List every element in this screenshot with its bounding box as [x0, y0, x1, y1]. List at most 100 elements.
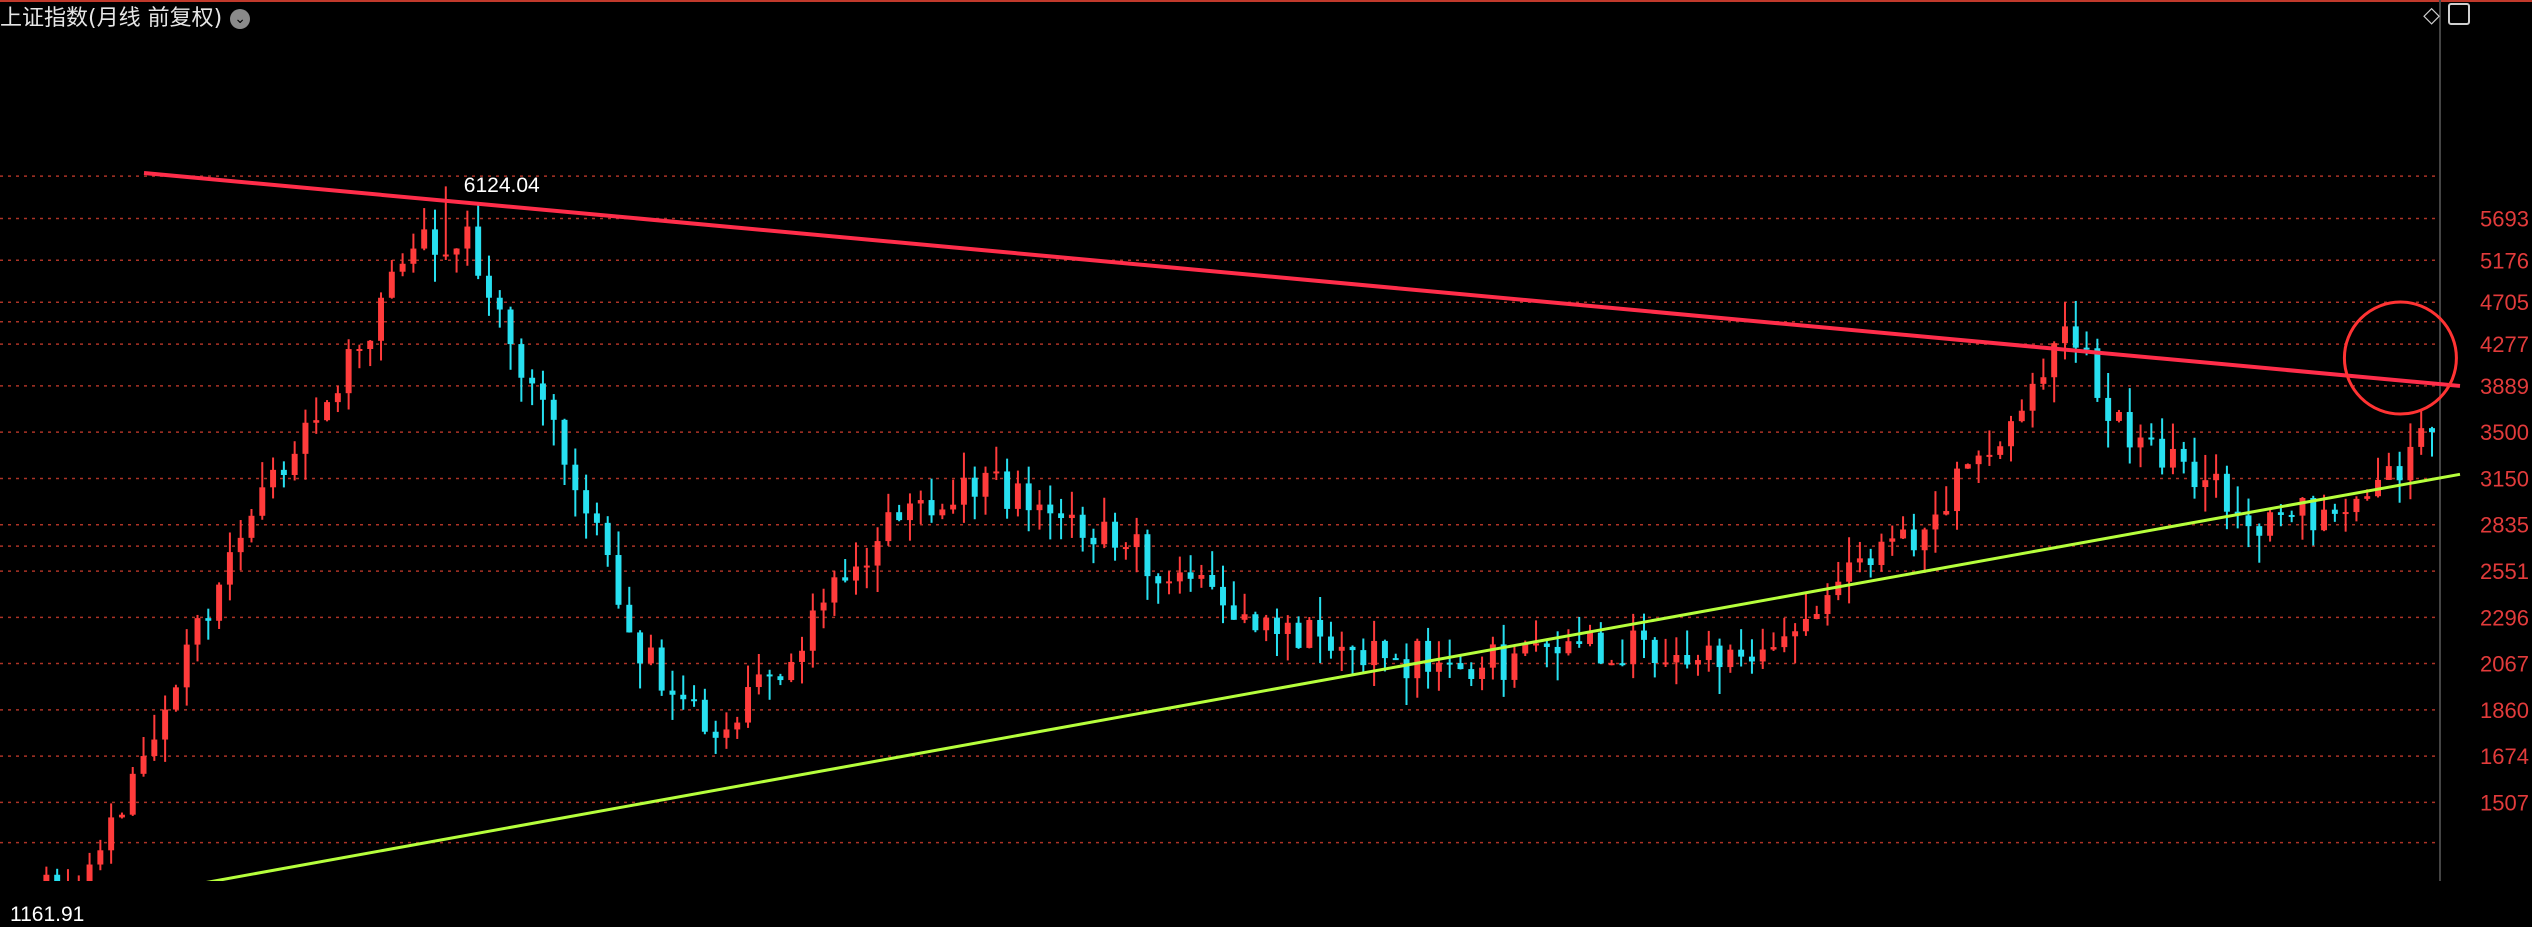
candle-body	[550, 399, 557, 420]
candle-body	[723, 729, 730, 738]
candle-body	[1392, 658, 1399, 661]
candle-body	[421, 229, 428, 249]
chart-title[interactable]: 上证指数(月线 前复权) ⌄	[0, 0, 251, 32]
candle-body	[1824, 595, 1831, 615]
candle-body	[97, 850, 104, 865]
candle-body	[237, 537, 244, 553]
candle-body	[809, 610, 816, 651]
candle-body	[2223, 473, 2230, 512]
candle-body	[647, 647, 654, 664]
candle-body	[1166, 581, 1172, 584]
candle-body	[1802, 618, 1809, 632]
candle-body	[2245, 515, 2252, 527]
candle-body	[691, 699, 698, 702]
candle-body	[507, 309, 514, 345]
candle-body	[766, 674, 773, 677]
candle-body	[1014, 483, 1021, 509]
candle-body	[1241, 614, 1248, 620]
candle-body	[1554, 646, 1561, 654]
candle-body	[216, 584, 223, 621]
candle-body	[442, 254, 449, 257]
candle-body	[1781, 636, 1788, 648]
candle-body	[2353, 498, 2360, 513]
candle-body	[1263, 617, 1270, 631]
candle-body	[1025, 483, 1032, 511]
candle-body	[1230, 605, 1237, 620]
candle-body	[1284, 622, 1291, 634]
y-tick-label: 4705	[2480, 290, 2529, 315]
candle-body	[1846, 562, 1853, 582]
candle-body	[302, 422, 309, 454]
candle-body	[183, 644, 190, 688]
candle-body	[313, 420, 320, 423]
candle-body	[464, 226, 471, 249]
candle-body	[1468, 669, 1475, 679]
candle-body	[593, 513, 600, 523]
candle-body	[2126, 412, 2133, 448]
candle-body	[1565, 641, 1572, 654]
window-box-icon[interactable]	[2448, 3, 2470, 25]
candle-body	[777, 676, 784, 681]
y-tick-label: 1860	[2480, 698, 2529, 723]
y-tick-label: 2067	[2480, 652, 2529, 677]
candle-body	[1511, 653, 1518, 680]
candle-body	[1921, 529, 1928, 551]
candle-body	[1576, 641, 1583, 644]
candle-body	[874, 541, 881, 566]
candle-body	[572, 464, 579, 491]
candle-body	[291, 453, 298, 476]
y-tick-label: 1507	[2480, 790, 2529, 815]
candle-body	[1295, 622, 1302, 648]
candle-body	[475, 226, 482, 276]
candle-body	[2407, 446, 2414, 481]
candle-body	[1317, 619, 1324, 637]
candle-body	[1079, 514, 1086, 538]
candle-body	[453, 248, 460, 255]
candle-body	[896, 512, 903, 521]
candle-body	[1133, 534, 1140, 548]
candle-body	[1489, 644, 1496, 668]
candle-body	[755, 674, 762, 688]
candle-body	[1684, 655, 1691, 665]
candle-body	[1457, 663, 1464, 670]
candle-body	[863, 565, 870, 568]
candle-body	[1101, 521, 1108, 545]
candle-body	[561, 419, 568, 465]
chevron-down-icon[interactable]: ⌄	[230, 9, 251, 29]
candle-body	[2169, 448, 2176, 468]
candle-body	[108, 817, 115, 851]
candle-body	[2094, 348, 2101, 398]
candle-body	[259, 487, 266, 516]
candle-body	[205, 618, 212, 621]
candle-body	[1144, 534, 1151, 577]
candle-body	[939, 509, 946, 516]
candle-body	[1403, 659, 1410, 679]
candle-body	[356, 349, 363, 352]
candle-body	[1738, 649, 1745, 657]
candle-body	[539, 383, 546, 400]
candle-body	[1694, 660, 1701, 665]
candle-body	[2202, 480, 2209, 488]
candle-body	[1975, 455, 1982, 465]
candle-body	[410, 248, 417, 264]
candle-body	[2040, 377, 2047, 384]
candle-body	[1122, 547, 1129, 550]
candle-body	[2018, 410, 2025, 422]
candle-body	[324, 402, 331, 421]
diamond-outline-icon[interactable]: ◇	[2423, 2, 2440, 27]
candle-body	[2180, 448, 2187, 462]
candle-body	[1630, 630, 1637, 665]
candle-body	[2051, 343, 2058, 378]
chart-toolbar: ◇	[2415, 2, 2470, 28]
candle-body	[1176, 572, 1183, 582]
candle-body	[604, 522, 611, 556]
candle-body	[1058, 513, 1065, 519]
candle-body	[118, 814, 125, 818]
candle-body	[1910, 529, 1917, 551]
y-tick-label: 1674	[2480, 744, 2529, 769]
candle-body	[367, 340, 374, 350]
candle-body	[842, 577, 849, 581]
candle-body	[1748, 656, 1755, 662]
candle-body	[345, 349, 352, 394]
candle-body	[2115, 412, 2122, 421]
